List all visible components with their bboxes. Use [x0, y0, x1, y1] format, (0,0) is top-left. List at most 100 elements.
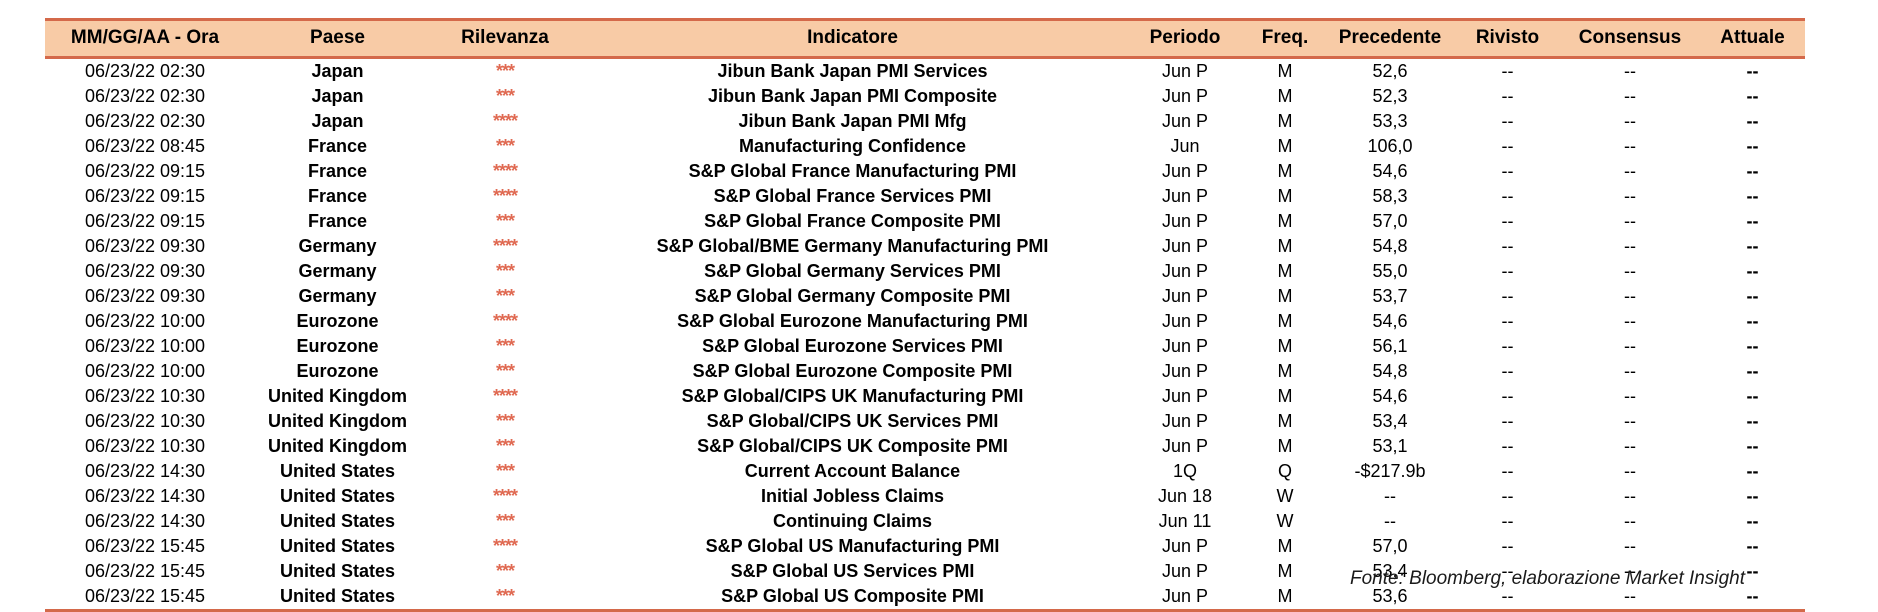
cell-cons: -- [1624, 261, 1636, 281]
cell-rel: *** [495, 336, 515, 356]
column-header-date[interactable]: MM/GG/AA - Ora [45, 18, 245, 59]
cell-att: -- [1746, 461, 1759, 481]
cell-freq: M [1277, 261, 1293, 281]
cell-cons: -- [1624, 161, 1636, 181]
table-row[interactable]: 06/23/22 15:45 United States *** S&P Global… [45, 559, 1805, 584]
column-header-period[interactable]: Periodo [1125, 18, 1245, 59]
cell-att: -- [1746, 386, 1759, 406]
cell-rel: *** [495, 511, 515, 531]
table-row[interactable]: 06/23/22 10:30 United Kingdom **** S&P Glob… [45, 384, 1805, 409]
cell-freq: M [1277, 211, 1293, 231]
column-header-frequency[interactable]: Freq. [1245, 18, 1325, 59]
table-row[interactable]: 06/23/22 10:00 Eurozone *** S&P Global Euro… [45, 359, 1805, 384]
table-row[interactable]: 06/23/22 09:15 France *** S&P Global France… [45, 209, 1805, 234]
cell-country: United States [279, 536, 396, 556]
column-header-consensus[interactable]: Consensus [1560, 18, 1700, 59]
cell-ind: S&P Global US Manufacturing PMI [705, 536, 1000, 556]
cell-prec: 52,3 [1372, 86, 1408, 106]
cell-ind: S&P Global Eurozone Composite PMI [692, 361, 1013, 381]
cell-period: Jun 11 [1158, 511, 1212, 531]
table-row[interactable]: 06/23/22 14:30 United States **** Initial J… [45, 484, 1805, 509]
cell-ind: Jibun Bank Japan PMI Services [717, 61, 988, 81]
column-header-country[interactable]: Paese [245, 18, 430, 59]
source-note: Fonte: Bloomberg, elaborazione Market In… [1350, 568, 1745, 589]
cell-ind: S&P Global France Composite PMI [704, 211, 1001, 231]
cell-riv: -- [1501, 136, 1514, 156]
cell-date: 06/23/22 09:15 [84, 211, 206, 231]
cell-cons: -- [1624, 86, 1636, 106]
cell-att: -- [1746, 561, 1759, 581]
table-row[interactable]: 06/23/22 09:30 Germany **** S&P Global/BME … [45, 234, 1805, 259]
table-row[interactable]: 06/23/22 02:30 Japan *** Jibun Bank Japan P… [45, 84, 1805, 109]
cell-country: United States [279, 461, 396, 481]
cell-date: 06/23/22 15:45 [84, 536, 206, 556]
column-header-relevance[interactable]: Rilevanza [430, 18, 580, 59]
cell-date: 06/23/22 10:30 [84, 411, 206, 431]
cell-att: -- [1746, 136, 1759, 156]
cell-freq: M [1277, 161, 1293, 181]
cell-date: 06/23/22 09:30 [84, 286, 206, 306]
cell-period: Jun P [1161, 211, 1209, 231]
table-row[interactable]: 06/23/22 14:30 United States *** Current Ac… [45, 459, 1805, 484]
table-row[interactable]: 06/23/22 09:15 France **** S&P Global Franc… [45, 159, 1805, 184]
cell-rel: **** [492, 161, 518, 181]
cell-rel: *** [495, 411, 515, 431]
cell-riv: -- [1501, 211, 1514, 231]
cell-freq: M [1277, 61, 1293, 81]
cell-country: Germany [298, 261, 377, 281]
cell-country: France [307, 211, 368, 231]
cell-rel: *** [495, 136, 515, 156]
cell-riv: -- [1501, 111, 1514, 131]
cell-ind: S&P Global Eurozone Services PMI [702, 336, 1003, 356]
cell-cons: -- [1624, 61, 1636, 81]
cell-prec: -- [1384, 486, 1396, 506]
column-header-previous[interactable]: Precedente [1325, 18, 1455, 59]
column-header-indicator[interactable]: Indicatore [580, 18, 1125, 59]
cell-prec: 52,6 [1372, 61, 1408, 81]
cell-att: -- [1746, 336, 1759, 356]
table-row[interactable]: 06/23/22 09:30 Germany *** S&P Global Germa… [45, 284, 1805, 309]
cell-rel: **** [492, 311, 518, 331]
table-row[interactable]: 06/23/22 02:30 Japan **** Jibun Bank Japan … [45, 109, 1805, 134]
cell-freq: M [1277, 561, 1293, 581]
cell-freq: M [1277, 361, 1293, 381]
table-row[interactable]: 06/23/22 02:30 Japan *** Jibun Bank Japan P… [45, 58, 1805, 85]
table-row[interactable]: 06/23/22 08:45 France *** Manufacturing Con… [45, 134, 1805, 159]
cell-date: 06/23/22 10:30 [84, 386, 206, 406]
table-body: 06/23/22 02:30 Japan *** Jibun Bank Japan P… [45, 58, 1805, 612]
cell-country: United Kingdom [268, 386, 407, 406]
cell-rel: *** [495, 461, 515, 481]
table-row[interactable]: 06/23/22 15:45 United States **** S&P Globa… [45, 534, 1805, 559]
cell-rel: *** [495, 286, 515, 306]
cell-cons: -- [1624, 136, 1636, 156]
table-row[interactable]: 06/23/22 09:30 Germany *** S&P Global Germa… [45, 259, 1805, 284]
table-row[interactable]: 06/23/22 10:00 Eurozone **** S&P Global Eur… [45, 309, 1805, 334]
cell-freq: M [1277, 411, 1293, 431]
cell-country: Germany [298, 236, 377, 256]
table-row[interactable]: 06/23/22 14:30 United States *** Continuing… [45, 509, 1805, 534]
cell-freq: M [1277, 111, 1293, 131]
cell-date: 06/23/22 09:30 [84, 236, 206, 256]
cell-freq: Q [1277, 461, 1292, 481]
cell-prec: 106,0 [1367, 136, 1413, 156]
cell-prec: 53,4 [1372, 561, 1408, 581]
cell-cons: -- [1624, 411, 1636, 431]
table-row[interactable]: 06/23/22 10:00 Eurozone *** S&P Global Euro… [45, 334, 1805, 359]
table-header: MM/GG/AA - Ora Paese Rilevanza Indicator… [45, 18, 1805, 59]
cell-country: Eurozone [296, 311, 379, 331]
cell-freq: M [1277, 436, 1293, 456]
column-header-actual[interactable]: Attuale [1700, 18, 1805, 59]
cell-riv: -- [1501, 311, 1514, 331]
table-row[interactable]: 06/23/22 10:30 United Kingdom *** S&P Globa… [45, 434, 1805, 459]
column-header-revised[interactable]: Rivisto [1455, 18, 1560, 59]
cell-date: 06/23/22 14:30 [84, 461, 206, 481]
cell-freq: M [1277, 536, 1293, 556]
cell-cons: -- [1624, 536, 1636, 556]
table-row[interactable]: 06/23/22 09:15 France **** S&P Global Franc… [45, 184, 1805, 209]
table-row[interactable]: 06/23/22 10:30 United Kingdom *** S&P Globa… [45, 409, 1805, 434]
cell-riv: -- [1501, 261, 1514, 281]
cell-freq: M [1277, 286, 1293, 306]
cell-att: -- [1746, 411, 1759, 431]
cell-att: -- [1746, 161, 1759, 181]
